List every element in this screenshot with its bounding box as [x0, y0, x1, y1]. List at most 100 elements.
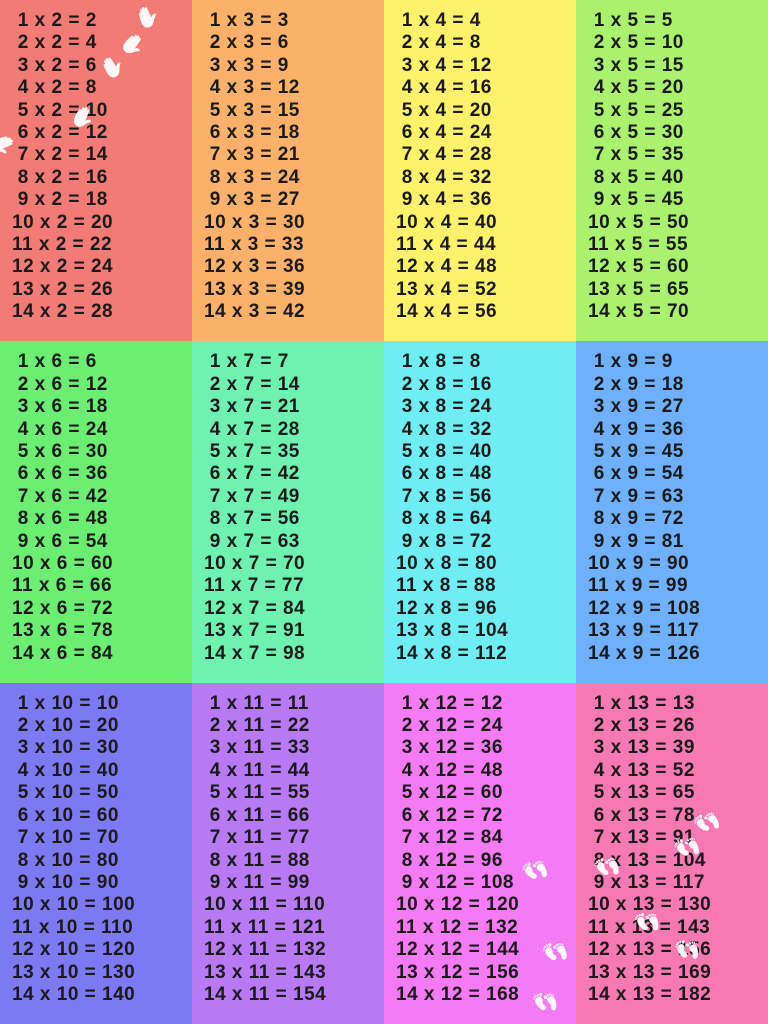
- multiplication-row: 11 x 5 = 55: [588, 234, 764, 256]
- multiplication-row: 14 x 7 = 98: [204, 643, 380, 665]
- multiplication-row: 13 x 8 = 104: [396, 620, 572, 642]
- multiplication-row: 14 x 3 = 42: [204, 301, 380, 323]
- multiplication-row: 10 x 12 = 120: [396, 894, 572, 916]
- multiplication-row: 8 x 8 = 64: [396, 508, 572, 530]
- multiplication-row: 1 x 4 = 4: [396, 10, 572, 32]
- multiplication-row: 9 x 4 = 36: [396, 189, 572, 211]
- multiplication-row: 1 x 7 = 7: [204, 351, 380, 373]
- multiplication-row: 9 x 12 = 108: [396, 872, 572, 894]
- multiplication-row: 6 x 8 = 48: [396, 463, 572, 485]
- multiplication-row: 10 x 4 = 40: [396, 212, 572, 234]
- multiplication-row: 11 x 2 = 22: [12, 234, 188, 256]
- multiplication-row: 8 x 5 = 40: [588, 167, 764, 189]
- multiplication-row: 1 x 9 = 9: [588, 351, 764, 373]
- times-table-panel-11: 1 x 11 = 11 2 x 11 = 22 3 x 11 = 33 4 x …: [192, 683, 384, 1024]
- multiplication-row: 6 x 12 = 72: [396, 805, 572, 827]
- multiplication-row: 14 x 4 = 56: [396, 301, 572, 323]
- multiplication-row: 12 x 12 = 144: [396, 939, 572, 961]
- multiplication-row: 1 x 3 = 3: [204, 10, 380, 32]
- multiplication-row: 2 x 5 = 10: [588, 32, 764, 54]
- times-table-panel-2: 1 x 2 = 2 2 x 2 = 4 3 x 2 = 6 4 x 2 = 8 …: [0, 0, 192, 341]
- multiplication-row: 4 x 4 = 16: [396, 77, 572, 99]
- multiplication-row: 10 x 6 = 60: [12, 553, 188, 575]
- multiplication-row: 5 x 2 = 10: [12, 100, 188, 122]
- multiplication-row: 5 x 10 = 50: [12, 782, 188, 804]
- multiplication-row: 1 x 2 = 2: [12, 10, 188, 32]
- multiplication-row: 10 x 13 = 130: [588, 894, 764, 916]
- multiplication-row: 14 x 9 = 126: [588, 643, 764, 665]
- multiplication-row: 3 x 3 = 9: [204, 55, 380, 77]
- multiplication-row: 11 x 11 = 121: [204, 917, 380, 939]
- multiplication-row: 13 x 11 = 143: [204, 962, 380, 984]
- multiplication-row: 7 x 11 = 77: [204, 827, 380, 849]
- multiplication-row: 12 x 8 = 96: [396, 598, 572, 620]
- multiplication-row: 14 x 8 = 112: [396, 643, 572, 665]
- multiplication-row: 12 x 6 = 72: [12, 598, 188, 620]
- times-table-panel-6: 1 x 6 = 6 2 x 6 = 12 3 x 6 = 18 4 x 6 = …: [0, 341, 192, 682]
- multiplication-row: 2 x 12 = 24: [396, 715, 572, 737]
- multiplication-row: 12 x 10 = 120: [12, 939, 188, 961]
- multiplication-row: 7 x 3 = 21: [204, 144, 380, 166]
- times-table-panel-5: 1 x 5 = 5 2 x 5 = 10 3 x 5 = 15 4 x 5 = …: [576, 0, 768, 341]
- multiplication-row: 2 x 6 = 12: [12, 374, 188, 396]
- multiplication-row: 3 x 7 = 21: [204, 396, 380, 418]
- multiplication-tables-grid: 1 x 2 = 2 2 x 2 = 4 3 x 2 = 6 4 x 2 = 8 …: [0, 0, 768, 1024]
- multiplication-row: 6 x 11 = 66: [204, 805, 380, 827]
- multiplication-row: 6 x 5 = 30: [588, 122, 764, 144]
- multiplication-row: 5 x 5 = 25: [588, 100, 764, 122]
- multiplication-row: 9 x 2 = 18: [12, 189, 188, 211]
- multiplication-row: 3 x 13 = 39: [588, 737, 764, 759]
- times-table-panel-12: 1 x 12 = 12 2 x 12 = 24 3 x 12 = 36 4 x …: [384, 683, 576, 1024]
- multiplication-row: 1 x 8 = 8: [396, 351, 572, 373]
- multiplication-row: 13 x 7 = 91: [204, 620, 380, 642]
- multiplication-row: 3 x 8 = 24: [396, 396, 572, 418]
- multiplication-row: 4 x 12 = 48: [396, 760, 572, 782]
- multiplication-row: 4 x 11 = 44: [204, 760, 380, 782]
- multiplication-row: 4 x 3 = 12: [204, 77, 380, 99]
- multiplication-row: 8 x 3 = 24: [204, 167, 380, 189]
- multiplication-row: 11 x 12 = 132: [396, 917, 572, 939]
- multiplication-row: 11 x 8 = 88: [396, 575, 572, 597]
- multiplication-row: 2 x 7 = 14: [204, 374, 380, 396]
- multiplication-row: 13 x 12 = 156: [396, 962, 572, 984]
- multiplication-row: 10 x 9 = 90: [588, 553, 764, 575]
- multiplication-row: 5 x 4 = 20: [396, 100, 572, 122]
- multiplication-row: 12 x 9 = 108: [588, 598, 764, 620]
- multiplication-row: 1 x 10 = 10: [12, 693, 188, 715]
- multiplication-row: 12 x 5 = 60: [588, 256, 764, 278]
- multiplication-row: 5 x 12 = 60: [396, 782, 572, 804]
- multiplication-row: 13 x 6 = 78: [12, 620, 188, 642]
- times-table-panel-7: 1 x 7 = 7 2 x 7 = 14 3 x 7 = 21 4 x 7 = …: [192, 341, 384, 682]
- multiplication-row: 13 x 10 = 130: [12, 962, 188, 984]
- multiplication-row: 1 x 5 = 5: [588, 10, 764, 32]
- multiplication-row: 12 x 3 = 36: [204, 256, 380, 278]
- multiplication-row: 8 x 11 = 88: [204, 850, 380, 872]
- multiplication-row: 11 x 4 = 44: [396, 234, 572, 256]
- multiplication-row: 10 x 5 = 50: [588, 212, 764, 234]
- multiplication-row: 10 x 10 = 100: [12, 894, 188, 916]
- multiplication-row: 3 x 4 = 12: [396, 55, 572, 77]
- multiplication-row: 6 x 6 = 36: [12, 463, 188, 485]
- multiplication-row: 14 x 11 = 154: [204, 984, 380, 1006]
- multiplication-row: 7 x 9 = 63: [588, 486, 764, 508]
- multiplication-row: 2 x 2 = 4: [12, 32, 188, 54]
- multiplication-row: 6 x 3 = 18: [204, 122, 380, 144]
- multiplication-row: 3 x 5 = 15: [588, 55, 764, 77]
- multiplication-row: 4 x 13 = 52: [588, 760, 764, 782]
- multiplication-row: 1 x 13 = 13: [588, 693, 764, 715]
- multiplication-row: 7 x 7 = 49: [204, 486, 380, 508]
- multiplication-row: 8 x 13 = 104: [588, 850, 764, 872]
- multiplication-row: 14 x 5 = 70: [588, 301, 764, 323]
- multiplication-row: 5 x 6 = 30: [12, 441, 188, 463]
- multiplication-row: 6 x 10 = 60: [12, 805, 188, 827]
- multiplication-row: 7 x 5 = 35: [588, 144, 764, 166]
- multiplication-row: 9 x 11 = 99: [204, 872, 380, 894]
- multiplication-row: 4 x 2 = 8: [12, 77, 188, 99]
- multiplication-row: 6 x 4 = 24: [396, 122, 572, 144]
- multiplication-row: 3 x 2 = 6: [12, 55, 188, 77]
- multiplication-row: 13 x 9 = 117: [588, 620, 764, 642]
- multiplication-row: 9 x 7 = 63: [204, 531, 380, 553]
- multiplication-row: 5 x 7 = 35: [204, 441, 380, 463]
- multiplication-row: 9 x 13 = 117: [588, 872, 764, 894]
- multiplication-row: 4 x 5 = 20: [588, 77, 764, 99]
